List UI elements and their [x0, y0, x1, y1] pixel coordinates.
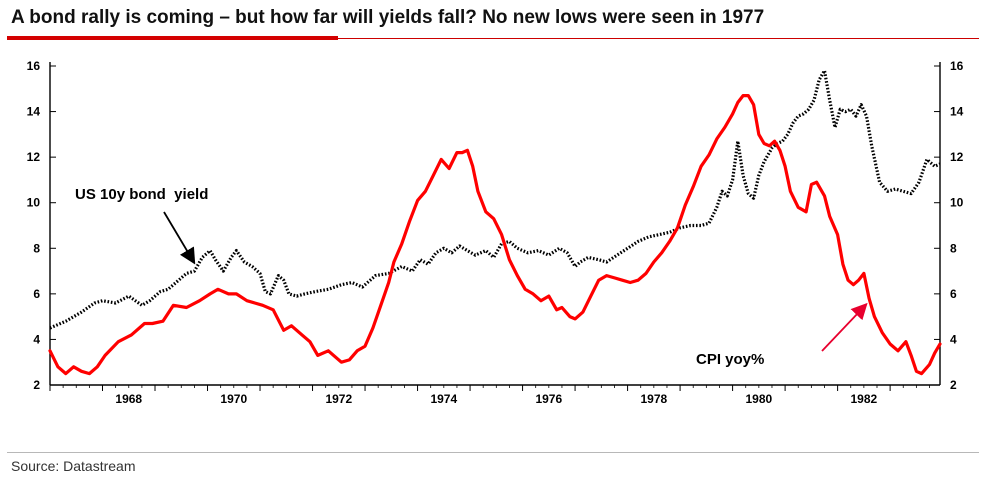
- annotation-cpi-label: CPI yoy%: [696, 351, 764, 368]
- y-tick-label-right: 8: [950, 241, 957, 255]
- y-tick-label-right: 2: [950, 378, 957, 392]
- y-tick-label-left: 12: [27, 150, 41, 164]
- x-tick-label: 1968: [115, 392, 142, 406]
- y-tick-label-right: 6: [950, 287, 957, 301]
- x-tick-label: 1982: [851, 392, 878, 406]
- y-tick-label-left: 10: [27, 196, 41, 210]
- x-tick-label: 1972: [325, 392, 352, 406]
- y-tick-label-right: 14: [950, 105, 964, 119]
- x-tick-label: 1978: [640, 392, 667, 406]
- annotation-bond-yield-arrow: [163, 211, 196, 265]
- footer-rule: [7, 452, 979, 453]
- chart-series-layer: [48, 68, 942, 376]
- x-tick-label: 1974: [430, 392, 457, 406]
- y-tick-label-left: 2: [33, 378, 40, 392]
- y-tick-label-left: 8: [33, 241, 40, 255]
- y-tick-label-left: 6: [33, 287, 40, 301]
- annotation-cpi-arrow: [821, 302, 868, 352]
- chart-axes: 2 2 4 4 6 6 8 8 10 10 12 12 14 14 16 16 1968 1970 1972 1974…: [27, 59, 964, 406]
- y-tick-label-right: 4: [950, 332, 957, 346]
- y-tick-label-right: 16: [950, 59, 964, 73]
- y-tick-label-right: 12: [950, 150, 964, 164]
- x-tick-label: 1970: [220, 392, 247, 406]
- y-tick-label-left: 4: [33, 332, 40, 346]
- page-title: A bond rally is coming – but how far wil…: [11, 7, 765, 28]
- title-accent-bar: [7, 36, 338, 40]
- source-note: Source: Datastream: [11, 458, 136, 474]
- y-tick-label-left: 16: [27, 59, 41, 73]
- x-tick-label: 1976: [535, 392, 562, 406]
- title-rule: [7, 38, 979, 39]
- y-tick-label-right: 10: [950, 196, 964, 210]
- chart-annotation-layer: US 10y bond yield CPI yoy%: [75, 186, 868, 368]
- annotation-bond-yield-label: US 10y bond yield: [75, 186, 208, 203]
- x-tick-label: 1980: [745, 392, 772, 406]
- y-tick-label-left: 14: [27, 105, 41, 119]
- cpi-yoy-line: [48, 93, 942, 376]
